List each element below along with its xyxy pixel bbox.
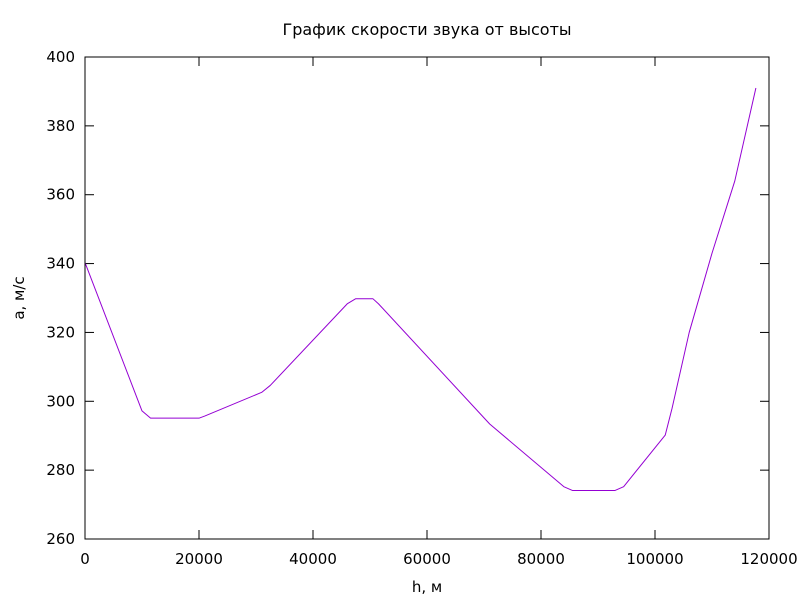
plot-frame xyxy=(84,56,770,540)
y-tick-label: 280 xyxy=(46,461,75,479)
x-tick-label: 100000 xyxy=(626,550,683,568)
y-tick-label: 340 xyxy=(46,255,75,273)
y-axis-label: a, м/с xyxy=(10,276,28,319)
x-tick-label: 80000 xyxy=(517,550,565,568)
series-group xyxy=(84,87,757,491)
x-tick-label: 120000 xyxy=(740,550,797,568)
chart-title: График скорости звука от высоты xyxy=(282,20,571,39)
y-axis-ticks: 260 280 300 320 340 360 380 400 xyxy=(46,48,769,548)
series-line xyxy=(84,87,757,491)
y-tick-label: 360 xyxy=(46,186,75,204)
x-tick-label: 0 xyxy=(80,550,90,568)
y-tick-label: 320 xyxy=(46,323,75,341)
y-tick-label: 380 xyxy=(46,117,75,135)
x-tick-label: 20000 xyxy=(175,550,223,568)
y-tick-label: 400 xyxy=(46,48,75,66)
x-axis-ticks: 0 20000 40000 60000 80000 100000 120000 xyxy=(80,57,798,568)
x-axis-label: h, м xyxy=(412,578,442,596)
y-tick-label: 300 xyxy=(46,392,75,410)
x-tick-label: 60000 xyxy=(403,550,451,568)
x-tick-label: 40000 xyxy=(289,550,337,568)
y-tick-label: 260 xyxy=(46,530,75,548)
